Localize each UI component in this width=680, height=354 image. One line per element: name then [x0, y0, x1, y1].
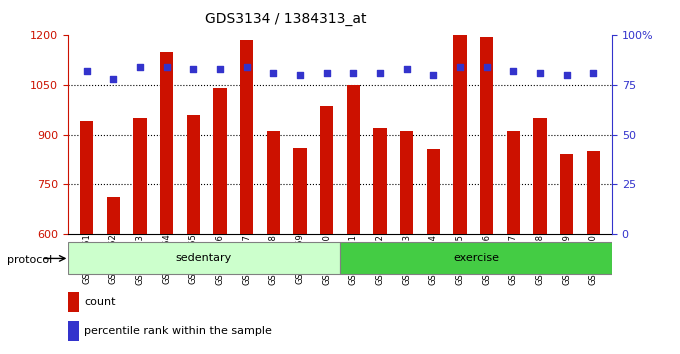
Text: GSM184865: GSM184865	[456, 234, 464, 285]
Point	[534, 70, 545, 76]
Text: exercise: exercise	[453, 253, 499, 263]
Text: GSM184851: GSM184851	[82, 234, 91, 284]
Bar	[293, 148, 307, 354]
Point	[135, 64, 146, 70]
Text: GSM184862: GSM184862	[375, 234, 384, 285]
Text: GSM184859: GSM184859	[296, 234, 305, 284]
Bar	[480, 37, 493, 354]
Point	[108, 76, 119, 82]
Bar	[240, 40, 254, 354]
Bar	[560, 154, 573, 354]
Text: GSM184869: GSM184869	[562, 234, 571, 285]
Bar	[373, 128, 387, 354]
Text: GSM184858: GSM184858	[269, 234, 278, 285]
Point	[268, 70, 279, 76]
Text: GSM184867: GSM184867	[509, 234, 518, 285]
Point	[588, 70, 599, 76]
Point	[188, 66, 199, 72]
Bar	[347, 85, 360, 354]
Text: GSM184863: GSM184863	[402, 234, 411, 285]
Point	[401, 66, 412, 72]
Text: percentile rank within the sample: percentile rank within the sample	[84, 326, 272, 336]
Text: GSM184866: GSM184866	[482, 234, 491, 285]
Point	[161, 64, 172, 70]
Bar	[533, 118, 547, 354]
Point	[241, 64, 252, 70]
Bar	[400, 131, 413, 354]
Bar	[187, 115, 200, 354]
Bar	[340, 242, 612, 274]
Point	[454, 64, 465, 70]
Text: GSM184864: GSM184864	[429, 234, 438, 285]
Point	[215, 66, 226, 72]
Point	[561, 72, 572, 78]
Text: GSM184861: GSM184861	[349, 234, 358, 285]
Bar	[68, 242, 340, 274]
Text: GSM184856: GSM184856	[216, 234, 224, 285]
Point	[428, 72, 439, 78]
Point	[375, 70, 386, 76]
Text: GSM184853: GSM184853	[135, 234, 144, 285]
Bar	[133, 118, 147, 354]
Bar	[454, 35, 466, 354]
Point	[481, 64, 492, 70]
Text: GSM184870: GSM184870	[589, 234, 598, 285]
Text: count: count	[84, 297, 116, 307]
Point	[81, 68, 92, 74]
Bar	[507, 131, 520, 354]
Bar	[80, 121, 93, 354]
Text: sedentary: sedentary	[176, 253, 232, 263]
Bar	[214, 88, 226, 354]
Text: GSM184860: GSM184860	[322, 234, 331, 285]
Point	[321, 70, 332, 76]
Bar	[587, 151, 600, 354]
Bar	[267, 131, 280, 354]
Point	[348, 70, 359, 76]
Text: GSM184868: GSM184868	[536, 234, 545, 285]
Text: GDS3134 / 1384313_at: GDS3134 / 1384313_at	[205, 12, 367, 27]
Text: GSM184855: GSM184855	[189, 234, 198, 284]
Bar	[68, 321, 79, 341]
Bar	[68, 292, 79, 312]
Bar	[107, 197, 120, 354]
Bar	[320, 107, 333, 354]
Text: GSM184852: GSM184852	[109, 234, 118, 284]
Text: GSM184857: GSM184857	[242, 234, 251, 285]
Text: protocol: protocol	[7, 255, 52, 265]
Bar	[160, 52, 173, 354]
Point	[508, 68, 519, 74]
Point	[294, 72, 305, 78]
Bar	[426, 149, 440, 354]
Text: GSM184854: GSM184854	[162, 234, 171, 284]
